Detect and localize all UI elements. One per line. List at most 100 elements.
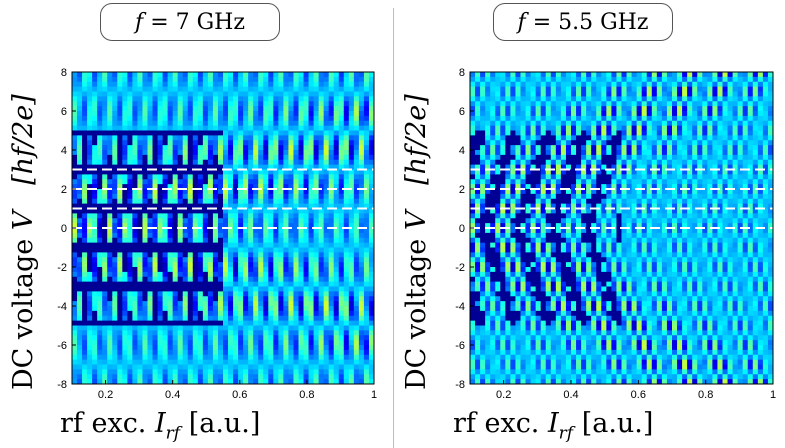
heatmap-cell (112, 213, 118, 219)
heatmap-cell (505, 340, 511, 346)
heatmap-cell (550, 111, 557, 117)
heatmap-cell (343, 164, 350, 171)
heatmap-cell (142, 154, 149, 161)
heatmap-cell (202, 76, 209, 83)
heatmap-cell (470, 120, 476, 127)
heatmap-cell (217, 145, 224, 151)
heatmap-cell (278, 359, 284, 366)
heatmap-cell (152, 340, 159, 346)
heatmap-cell (202, 242, 209, 249)
heatmap-cell (470, 276, 476, 283)
heatmap-cell (348, 315, 355, 322)
heatmap-cell (358, 325, 365, 331)
heatmap-cell (162, 150, 169, 156)
heatmap-cell (122, 252, 128, 258)
heatmap-cell (545, 106, 552, 112)
heatmap-cell (258, 252, 264, 258)
heatmap-cell (97, 76, 103, 83)
heatmap-cell (363, 106, 370, 112)
heatmap-cell (308, 120, 315, 127)
heatmap-cell (192, 335, 199, 341)
heatmap-cell (288, 310, 295, 317)
heatmap-cell (283, 267, 290, 273)
heatmap-cell (283, 369, 290, 375)
heatmap-cell (515, 96, 522, 102)
heatmap-cell (107, 228, 113, 234)
heatmap-cell (490, 145, 496, 151)
heatmap-cell (117, 306, 123, 312)
heatmap-cell (515, 257, 522, 263)
heatmap-cell (97, 310, 103, 317)
heatmap-cell (177, 213, 184, 219)
heatmap-cell (505, 213, 511, 219)
heatmap-cell (288, 203, 295, 210)
heatmap-cell (243, 72, 249, 78)
heatmap-cell (263, 106, 269, 112)
heatmap-cell (363, 262, 370, 268)
heatmap-cell (207, 262, 214, 268)
heatmap-cell (515, 154, 522, 161)
heatmap-cell (353, 345, 360, 351)
heatmap-cell (228, 345, 234, 351)
heatmap-cell (328, 262, 335, 268)
heatmap-cell (273, 72, 279, 78)
heatmap-cell (107, 247, 113, 253)
heatmap-cell (313, 310, 320, 317)
heatmap-cell (162, 76, 169, 83)
heatmap-cell (177, 359, 184, 366)
heatmap-cell (288, 106, 295, 112)
heatmap-cell (192, 96, 199, 102)
heatmap-cell (278, 72, 284, 78)
heatmap-cell (233, 232, 239, 239)
heatmap-cell (480, 96, 486, 102)
heatmap-cell (258, 91, 264, 97)
heatmap-cell (530, 345, 537, 351)
heatmap-cell (238, 120, 244, 127)
heatmap-cell (485, 111, 491, 117)
heatmap-cell (530, 213, 537, 219)
heatmap-cell (495, 130, 501, 136)
heatmap-cell (112, 340, 118, 346)
heatmap-cell (525, 125, 532, 132)
heatmap-cell (182, 301, 189, 307)
heatmap-cell (137, 335, 144, 341)
heatmap-cell (515, 262, 522, 268)
heatmap-cell (233, 320, 239, 327)
heatmap-cell (127, 262, 133, 268)
heatmap-cell (162, 218, 169, 224)
heatmap-cell (358, 340, 365, 346)
heatmap-cell (82, 296, 88, 302)
heatmap-cell (162, 345, 169, 351)
heatmap-cell (97, 281, 103, 288)
heatmap-cell (107, 349, 113, 356)
heatmap-cell (293, 354, 300, 361)
heatmap-cell (207, 164, 214, 171)
heatmap-cell (343, 267, 350, 273)
heatmap-cell (500, 198, 506, 205)
heatmap-cell (323, 101, 330, 107)
heatmap-cell (500, 369, 506, 375)
heatmap-cell (263, 154, 269, 161)
heatmap-cell (77, 135, 83, 141)
heatmap-cell (363, 213, 370, 219)
heatmap-cell (72, 106, 78, 112)
heatmap-cell (555, 111, 562, 117)
heatmap-cell (480, 267, 486, 273)
heatmap-cell (358, 213, 365, 219)
heatmap-cell (278, 101, 284, 107)
heatmap-cell (117, 164, 123, 171)
heatmap-cell (207, 96, 214, 102)
heatmap-cell (248, 91, 254, 97)
heatmap-cell (358, 330, 365, 336)
heatmap-cell (77, 174, 83, 180)
heatmap-cell (500, 76, 506, 83)
heatmap-cell (72, 359, 78, 366)
heatmap-cell (253, 306, 259, 312)
heatmap-cell (72, 228, 78, 234)
heatmap-cell (117, 135, 123, 141)
heatmap-cell (273, 76, 279, 83)
heatmap-cell (82, 242, 88, 249)
heatmap-cell (87, 325, 93, 331)
heatmap-cell (515, 354, 522, 361)
heatmap-cell (122, 247, 128, 253)
